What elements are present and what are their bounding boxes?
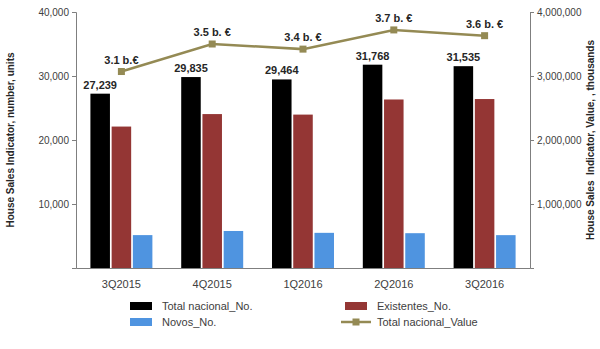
data-label: 31,768 [356,50,390,62]
bar [90,94,110,268]
tick: 4Q2015 [193,278,232,290]
data-label: 3.5 b. € [194,26,231,38]
legend-item: Existentes_No. [345,300,451,312]
tick: 30,000 [38,71,76,82]
tick: 10,000 [38,199,76,210]
axis-title: House Sales Indicator, Value, , thousand… [585,40,596,240]
tick: 1Q2016 [283,278,322,290]
bar [475,99,495,268]
tick: 2Q2016 [374,278,413,290]
marker [390,26,397,33]
line-series [118,26,488,75]
bar [405,233,425,268]
legend-label: Total nacional_No. [162,300,253,312]
plot-area [90,26,515,268]
legend-swatch [345,302,367,310]
tick-label: 3Q2016 [465,278,504,290]
data-label: 29,835 [174,62,208,74]
y-axis: 10,000 20,000 30,000 40,000 [38,7,76,269]
x-axis: 3Q2015 4Q2015 1Q2016 2Q2016 3Q2016 [77,269,531,290]
bar [202,114,222,268]
bar [384,99,404,268]
marker [118,68,125,75]
legend-label: Total nacional_Value [377,316,478,328]
bar-series [112,99,495,268]
bar-series [90,65,473,268]
y2-axis: 1,000,000 2,000,000 3,000,000 4,000,000 [530,7,582,269]
data-label: 3.6 b. € [466,18,503,30]
legend-swatch [130,302,152,310]
tick-mark [530,12,534,13]
bar [181,77,201,268]
chart: 27,239 29,835 29,464 31,768 31,535 3.1 b.€ 3.5… [0,0,600,349]
tick-label: 20,000 [38,135,69,146]
tick-label: 3Q2015 [102,278,141,290]
data-labels: 27,239 29,835 29,464 31,768 31,535 3.1 b.€ 3.5… [83,12,503,91]
tick-label: 1Q2016 [283,278,322,290]
tick-label: 10,000 [38,199,69,210]
axis-line [72,13,77,269]
bar [224,231,244,268]
bar-series [133,231,516,268]
tick-mark [72,140,76,141]
tick-label: 4Q2015 [193,278,232,290]
tick: 2,000,000 [530,135,582,146]
legend-label: Novos_No. [162,316,216,328]
data-label: 3.7 b. € [375,12,412,24]
legend-swatch [130,318,152,326]
tick: 1,000,000 [530,199,582,210]
tick-mark [72,12,76,13]
legend-label: Existentes_No. [377,300,451,312]
legend-marker [353,319,360,326]
axis-line [531,13,535,269]
legend: Total nacional_No. Existentes_No. Novos_No… [130,300,478,328]
bar [293,115,313,268]
data-label: 31,535 [447,51,481,63]
tick-label: 2,000,000 [537,135,582,146]
legend-item: Novos_No. [130,316,216,328]
tick-label: 1,000,000 [537,199,582,210]
tick: 3Q2015 [102,278,141,290]
axis-title: House Sales Indicator, number, units [5,52,16,227]
tick-mark [530,76,534,77]
tick: 4,000,000 [530,7,582,18]
tick: 3,000,000 [530,71,582,82]
bar [496,235,516,268]
data-label: 3.4 b. € [284,31,321,43]
tick: 3Q2016 [465,278,504,290]
tick-label: 4,000,000 [537,7,582,18]
bar [112,127,132,268]
marker [481,32,488,39]
tick-mark [72,76,76,77]
tick-mark [72,204,76,205]
tick-label: 30,000 [38,71,69,82]
marker [300,46,307,53]
data-label: 29,464 [265,64,300,76]
bar [314,233,334,268]
tick-label: 2Q2016 [374,278,413,290]
data-label: 3.1 b.€ [104,54,138,66]
tick-label: 40,000 [38,7,69,18]
data-label: 27,239 [83,79,117,91]
marker [209,41,216,48]
tick-mark [530,204,534,205]
tick: 20,000 [38,135,76,146]
bar [454,66,474,268]
tick-mark [530,140,534,141]
bar [133,235,153,268]
axis-line [77,268,531,269]
bar [272,79,292,268]
legend-item: Total nacional_Value [341,316,478,328]
tick: 40,000 [38,7,76,18]
legend-item: Total nacional_No. [130,300,253,312]
bar [363,65,383,268]
tick-label: 3,000,000 [537,71,582,82]
